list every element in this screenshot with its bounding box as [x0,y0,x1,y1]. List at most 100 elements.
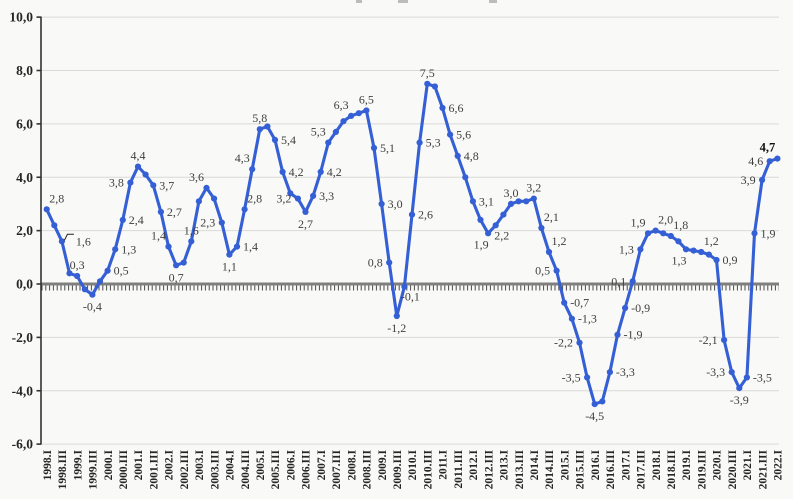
x-tick-label: 2002.III [179,449,191,489]
data-point [393,312,400,320]
y-axis [36,16,42,445]
data-point [96,278,104,285]
y-tick-labels: 10,0 8,0 6,0 4,0 2,0 0,0 -2,0 -4,0 -6,0 [9,10,33,452]
data-point [652,227,659,234]
value-label: 4,7 [760,141,776,155]
x-tick-label: 2015.III [575,449,587,489]
x-tick-label: 1999.III [88,449,100,489]
value-label: 1,1 [222,260,237,274]
x-tick-label: 1999.I [72,449,84,480]
data-point [157,208,164,215]
data-point [127,179,134,186]
value-label: -0,4 [83,300,102,314]
data-point [675,238,682,245]
data-point [112,246,119,253]
x-tick-label: 2008.III [362,449,374,489]
value-label: 5,3 [311,125,326,139]
data-point [119,216,126,223]
clipped-title-artifact [489,0,497,3]
data-point [287,190,294,197]
value-label: 2,0 [658,213,673,227]
value-label: 3,9 [741,173,756,187]
data-point [682,246,690,253]
y-tick-label: 10,0 [9,10,33,25]
x-tick-label: 1998.I [42,449,54,480]
value-label: 0,5 [535,264,550,278]
data-point [142,171,149,178]
value-label: 6,6 [449,101,464,115]
data-point [302,208,309,215]
x-tick-label: 2001.III [148,449,160,489]
x-tick-label: 2004.III [240,449,252,489]
data-point [523,198,530,205]
x-tick-label: 2006.I [285,449,297,480]
x-tick-label: 2022.I [773,449,785,480]
x-tick-label: 2007.I [316,449,328,480]
value-label: 1,3 [619,242,634,256]
value-label: 3,3 [319,189,334,203]
value-label: -2,2 [554,336,573,350]
value-label: 4,2 [327,165,342,179]
data-point [74,272,81,280]
value-label: 2,3 [200,216,215,230]
data-point [408,211,416,218]
data-point [332,128,339,135]
x-tick-labels: 1998.I 1998.III 1999.I 1999.III 2000.I 2000.I… [42,449,785,489]
data-point [538,224,545,232]
x-tick-label: 2005.III [270,449,282,489]
x-tick-label: 2018.I [651,449,663,480]
x-tick-label: 2012.III [483,449,495,489]
value-label: 1,9 [761,226,776,240]
data-point [66,270,73,277]
value-label: 3,6 [189,170,204,184]
x-tick-label: 2016.I [590,449,602,480]
value-label: 2,8 [49,191,64,205]
data-point [705,251,713,258]
value-label: 4,3 [235,151,250,165]
data-point [576,339,583,346]
data-point [759,176,766,183]
data-point [766,158,773,165]
clipped-title-artifact [356,0,362,3]
value-label: -1,3 [578,312,597,326]
data-point [348,112,355,119]
data-point [431,83,438,90]
data-point [507,200,515,207]
value-label: 1,8 [673,218,688,232]
data-point [173,262,180,269]
data-point [424,80,431,87]
x-tick-label: 2009.III [392,449,404,489]
data-point [492,222,499,229]
x-tick-label: 2019.I [681,449,693,480]
value-label: 3,0 [504,186,519,200]
value-label: 6,3 [334,98,349,112]
value-label: 1,2 [704,234,719,248]
data-point [355,110,362,117]
data-point [233,243,241,250]
value-label: 1,4 [243,240,258,254]
value-label: 3,1 [479,194,494,208]
value-label: 5,3 [426,136,441,150]
x-tick-label: 2010.III [422,449,434,489]
value-label: 2,7 [167,205,182,219]
x-tick-label: 2017.III [636,449,648,489]
x-tick-label: 2010.I [407,449,419,480]
data-point [150,182,157,189]
data-point [743,374,751,381]
x-tick-label: 2020.III [727,449,739,489]
value-label: -0,9 [631,301,650,315]
data-point [622,304,629,312]
value-label: 2,8 [247,191,262,205]
data-point [340,118,347,125]
data-point [774,155,781,162]
data-point [751,230,758,237]
value-label: 3,0 [388,197,403,211]
y-tick-label: -2,0 [12,330,34,345]
data-point [279,168,286,175]
data-point [43,206,50,213]
data-point [447,131,454,138]
value-label: 5,8 [252,111,267,125]
data-point [203,184,210,191]
data-point [599,398,606,405]
